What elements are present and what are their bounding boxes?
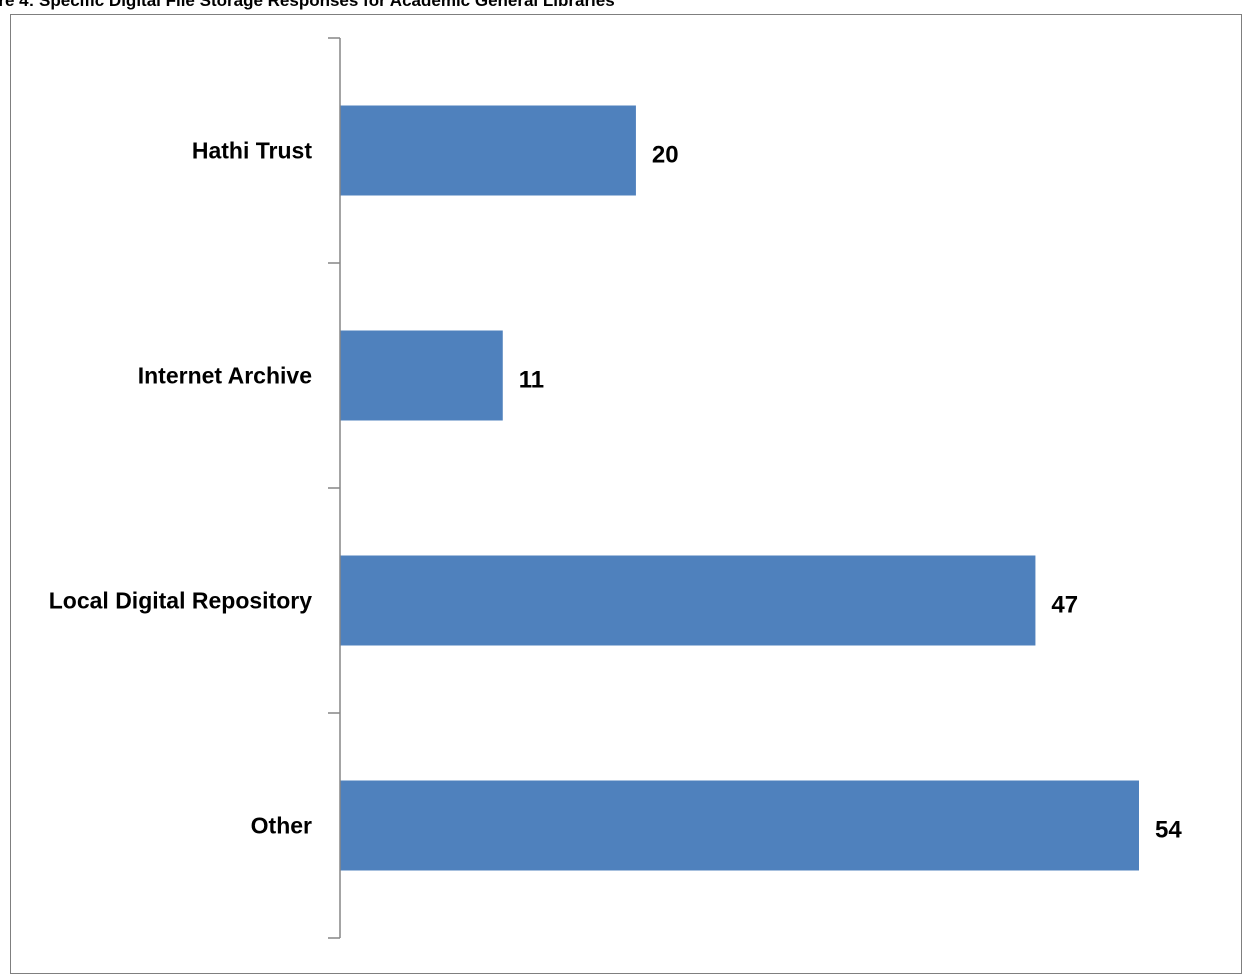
bar-hathi-trust	[340, 105, 636, 196]
data-label: 54	[1155, 817, 1182, 844]
labels-layer: Hathi Trust 20 Internet Archive 11 Local Dig…	[49, 138, 1183, 844]
bar-other	[340, 780, 1139, 871]
bar-internet-archive	[340, 330, 503, 421]
data-label: 20	[652, 142, 679, 169]
category-label: Local Digital Repository	[49, 588, 312, 614]
bar-local-digital-repository	[340, 555, 1036, 646]
category-label: Internet Archive	[138, 363, 312, 389]
category-label: Hathi Trust	[192, 138, 312, 164]
category-axis	[328, 37, 341, 939]
data-label: 47	[1051, 592, 1078, 619]
figure-caption: ure 4: Specific Digital File Storage Res…	[0, 0, 615, 10]
bars-layer	[340, 105, 1139, 871]
data-label: 11	[519, 367, 544, 394]
category-label: Other	[251, 813, 312, 839]
